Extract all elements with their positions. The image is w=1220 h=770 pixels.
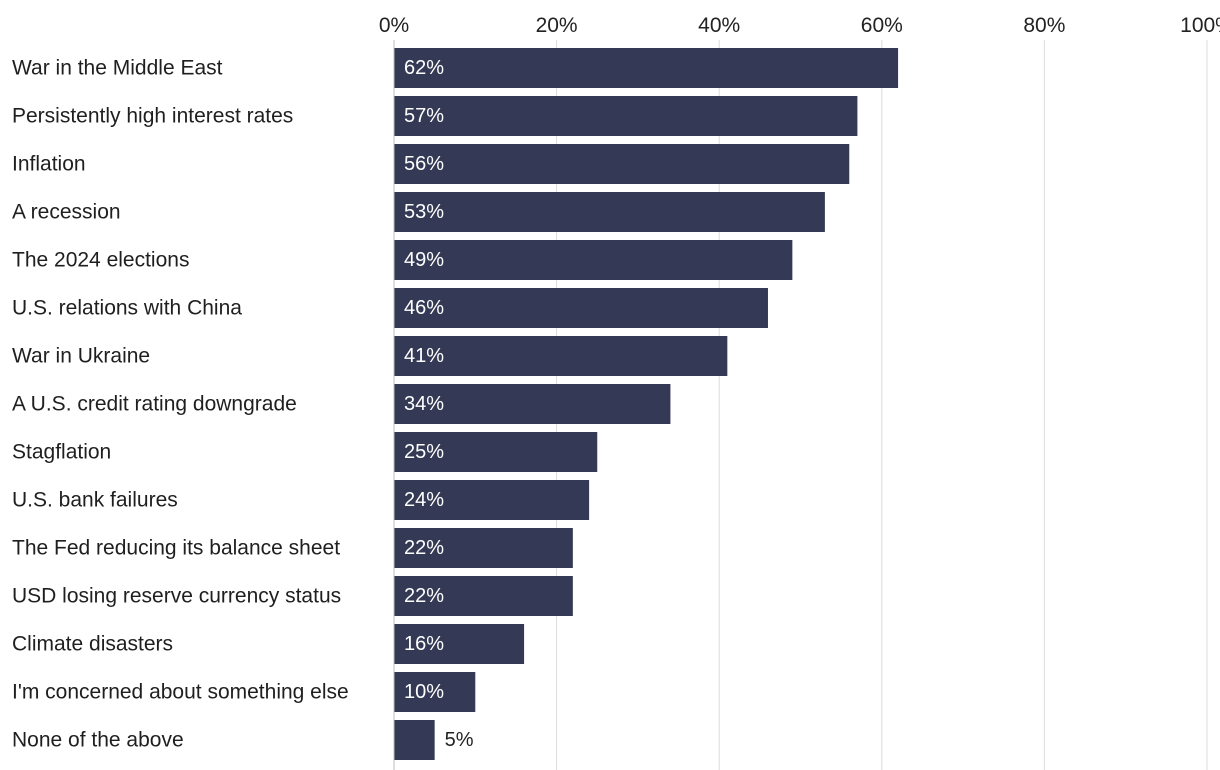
category-label: U.S. relations with China [12,297,242,320]
bar [394,144,850,184]
bar-value-label: 34% [404,393,444,415]
bar [394,192,825,232]
bar-value-label: 46% [404,297,444,319]
category-label: War in the Middle East [12,57,223,80]
category-label: Climate disasters [12,633,173,656]
x-tick-label: 0% [379,14,409,37]
x-tick-label: 100% [1180,14,1220,37]
category-label: U.S. bank failures [12,489,178,512]
bar-value-label: 49% [404,249,444,271]
bar [394,480,590,520]
bar-value-label: 10% [404,681,444,703]
category-label: The 2024 elections [12,249,189,272]
category-label: Persistently high interest rates [12,105,293,128]
bar [394,288,768,328]
bar [394,672,476,712]
bar [394,384,671,424]
bar-value-label: 25% [404,441,444,463]
bar-value-label: 22% [404,537,444,559]
bar [394,336,728,376]
category-label: The Fed reducing its balance sheet [12,537,340,560]
bar [394,528,573,568]
bar-value-label: 53% [404,201,444,223]
category-label: War in Ukraine [12,345,150,368]
bar [394,432,598,472]
bar-value-label: 22% [404,585,444,607]
bar [394,624,525,664]
category-label: Inflation [12,153,86,176]
bar [394,576,573,616]
x-tick-label: 20% [536,14,578,37]
category-label: None of the above [12,729,184,752]
bar-value-label: 16% [404,633,444,655]
category-label: A U.S. credit rating downgrade [12,393,297,416]
bar [394,48,899,88]
bar-value-label: 62% [404,57,444,79]
x-tick-label: 40% [698,14,740,37]
category-label: A recession [12,201,121,224]
x-tick-label: 80% [1023,14,1065,37]
category-label: USD losing reserve currency status [12,585,341,608]
bar [394,720,435,760]
bar [394,240,793,280]
bar-value-label: 24% [404,489,444,511]
bar-value-label: 56% [404,153,444,175]
category-label: I'm concerned about something else [12,681,349,704]
bar-value-label: 41% [404,345,444,367]
bar-value-label: 57% [404,105,444,127]
category-label: Stagflation [12,441,111,464]
bar-value-label: 5% [445,729,474,751]
bar [394,96,858,136]
x-tick-label: 60% [861,14,903,37]
